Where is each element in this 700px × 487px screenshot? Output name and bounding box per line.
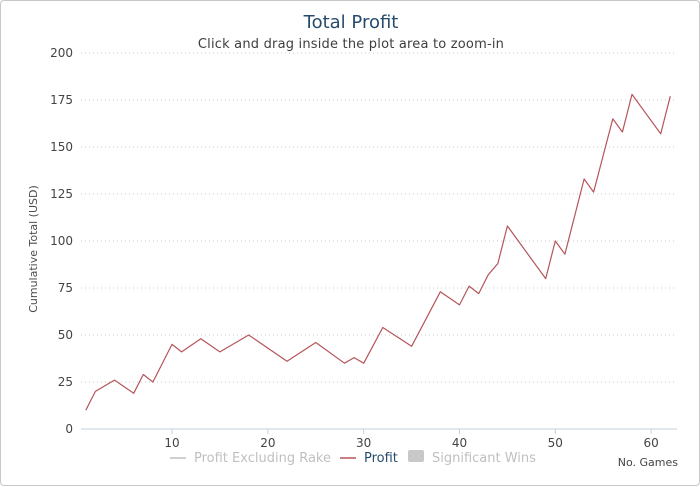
legend-label: Profit [364,451,398,466]
profit-series-line[interactable] [85,93,671,411]
chart-title: Total Profit [303,12,399,33]
legend: Profit Excluding Rake Profit Significant W… [170,450,536,466]
y-tick-label: 200 [50,46,73,60]
legend-label: Significant Wins [432,451,536,466]
legend-label: Profit Excluding Rake [194,451,331,466]
y-tick-label: 100 [50,234,73,248]
y-axis-title: Cumulative Total (USD) [27,185,40,313]
legend-item-profit-excluding-rake[interactable]: Profit Excluding Rake [170,451,331,466]
x-tick-label: 40 [452,436,467,450]
x-tick-label: 20 [260,436,275,450]
grid-lines [81,52,677,383]
chart-subtitle: Click and drag inside the plot area to z… [198,37,504,52]
legend-box-icon [408,450,424,462]
x-tick-label: 10 [164,436,179,450]
plot-area[interactable] [85,93,671,411]
y-tick-label: 150 [50,140,73,154]
y-axis-ticks: 0 25 50 75 100 125 150 175 200 [50,46,73,436]
x-tick-label: 60 [643,436,658,450]
y-tick-label: 125 [50,187,73,201]
y-tick-label: 175 [50,93,73,107]
y-tick-label: 25 [58,375,73,389]
x-axis-title: No. Games [618,456,679,469]
legend-item-profit[interactable]: Profit [340,451,398,466]
y-tick-label: 0 [65,422,73,436]
y-tick-label: 75 [58,281,73,295]
legend-item-significant-wins[interactable]: Significant Wins [408,450,536,466]
x-tick-label: 30 [356,436,371,450]
x-axis-ticks: 10 20 30 40 50 60 [164,429,659,450]
y-tick-label: 50 [58,328,73,342]
x-tick-label: 50 [548,436,563,450]
